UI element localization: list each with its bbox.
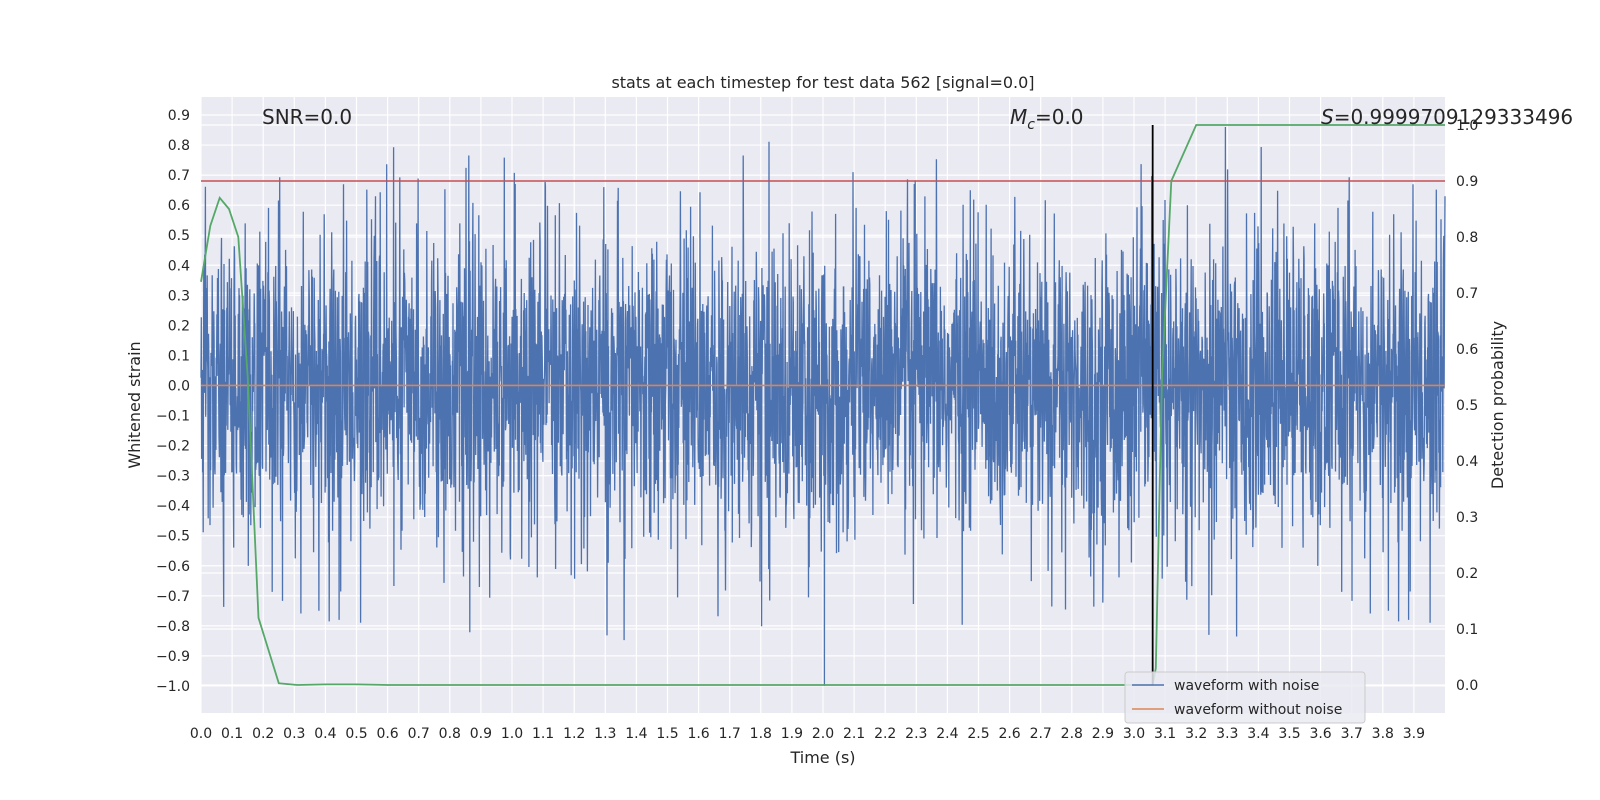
- x-tick-label: 1.7: [719, 726, 741, 742]
- detection-probability-line: [200, 124, 1445, 686]
- x-axis-ticks: 0.0 0.1 0.2 0.3 0.4 0.5 0.6 0.7 0.8 0.9 1.0 1.1 1.2 1…: [190, 726, 1425, 742]
- x-tick-label: 1.3: [594, 726, 616, 742]
- legend-label-waveform-with-noise: waveform with noise: [1174, 678, 1319, 694]
- x-tick-label: 0.8: [439, 726, 461, 742]
- x-tick-label: 2.4: [936, 726, 958, 742]
- x-tick-label: 2.8: [1061, 726, 1083, 742]
- mc-subscript: c: [1027, 117, 1035, 133]
- s-symbol: S: [1321, 105, 1334, 129]
- x-tick-label: 0.4: [314, 726, 336, 742]
- y-right-tick-label: 0.3: [1456, 510, 1478, 526]
- y-right-tick-label: 0.9: [1456, 174, 1478, 190]
- series-lines: [200, 124, 1445, 686]
- x-tick-label: 3.8: [1372, 726, 1394, 742]
- x-tick-label: 3.5: [1278, 726, 1300, 742]
- x-tick-label: 0.0: [190, 726, 212, 742]
- x-axis-label: Time (s): [789, 748, 855, 767]
- x-tick-label: 2.6: [998, 726, 1020, 742]
- y-left-tick-label: 0.6: [168, 198, 190, 214]
- x-tick-label: 1.6: [687, 726, 709, 742]
- x-tick-label: 1.9: [781, 726, 803, 742]
- x-tick-label: 1.4: [625, 726, 647, 742]
- s-annotation: S=0.9999709129333496: [1321, 105, 1573, 129]
- x-tick-label: 0.6: [376, 726, 398, 742]
- y-left-tick-label: 0.9: [168, 108, 190, 124]
- y-right-tick-label: 0.7: [1456, 286, 1478, 302]
- legend-label-waveform-without-noise: waveform without noise: [1174, 702, 1342, 718]
- y-right-tick-label: 0.2: [1456, 566, 1478, 582]
- x-tick-label: 3.2: [1185, 726, 1207, 742]
- y-axis-left-ticks: 0.9 0.8 0.7 0.6 0.5 0.4 0.3 0.2 0.1 0.0 −0.1 −0.2 −0…: [156, 108, 190, 695]
- y-left-tick-label: −0.2: [156, 439, 190, 455]
- x-tick-label: 1.0: [501, 726, 523, 742]
- mc-annotation: Mc=0.0: [1010, 105, 1084, 133]
- x-tick-label: 1.5: [656, 726, 678, 742]
- y-right-tick-label: 0.8: [1456, 230, 1478, 246]
- y-right-tick-label: 1.0: [1456, 118, 1478, 134]
- y-left-tick-label: −0.8: [156, 619, 190, 635]
- y-left-tick-label: 0.2: [168, 318, 190, 334]
- y-left-tick-label: −0.7: [156, 589, 190, 605]
- chart-title: stats at each timestep for test data 562…: [611, 73, 1034, 92]
- y-right-tick-label: 0.6: [1456, 342, 1478, 358]
- x-tick-label: 3.1: [1154, 726, 1176, 742]
- waveform-with-noise-line: [200, 126, 1446, 687]
- series-waveform-with-noise: [200, 126, 1446, 687]
- y-right-tick-label: 0.4: [1456, 454, 1478, 470]
- y-axis-left-label: Whitened strain: [125, 341, 144, 468]
- x-tick-label: 3.0: [1123, 726, 1145, 742]
- x-tick-label: 2.3: [905, 726, 927, 742]
- mc-symbol: M: [1010, 105, 1027, 129]
- y-left-tick-label: 0.0: [168, 378, 190, 394]
- y-axis-right-label: Detection probability: [1488, 321, 1507, 489]
- y-left-tick-label: −0.6: [156, 559, 190, 575]
- s-value: =0.9999709129333496: [1334, 105, 1573, 129]
- y-left-tick-label: 0.5: [168, 228, 190, 244]
- legend: waveform with noise waveform without noi…: [1124, 671, 1366, 724]
- x-tick-label: 0.3: [283, 726, 305, 742]
- y-axis-right-ticks: 1.0 0.9 0.8 0.7 0.6 0.5 0.4 0.3 0.2 0.1 0.0: [1456, 118, 1478, 694]
- x-tick-label: 0.9: [470, 726, 492, 742]
- x-tick-label: 3.6: [1309, 726, 1331, 742]
- snr-annotation: SNR=0.0: [262, 105, 352, 129]
- y-right-tick-label: 0.1: [1456, 622, 1478, 638]
- x-tick-label: 2.5: [967, 726, 989, 742]
- x-tick-label: 2.0: [812, 726, 834, 742]
- y-left-tick-label: 0.7: [168, 168, 190, 184]
- x-tick-label: 3.3: [1216, 726, 1238, 742]
- y-left-tick-label: −0.3: [156, 469, 190, 485]
- y-left-tick-label: −0.4: [156, 499, 190, 515]
- y-left-tick-label: −0.1: [156, 409, 190, 425]
- x-tick-label: 0.7: [408, 726, 430, 742]
- x-tick-label: 0.1: [221, 726, 243, 742]
- x-tick-label: 0.5: [345, 726, 367, 742]
- x-tick-label: 2.9: [1092, 726, 1114, 742]
- x-tick-label: 3.7: [1341, 726, 1363, 742]
- x-tick-label: 0.2: [252, 726, 274, 742]
- y-left-tick-label: 0.4: [168, 258, 190, 274]
- y-left-tick-label: −1.0: [156, 679, 190, 695]
- y-left-tick-label: −0.9: [156, 649, 190, 665]
- x-tick-label: 2.1: [843, 726, 865, 742]
- x-tick-label: 3.9: [1403, 726, 1425, 742]
- y-left-tick-label: 0.1: [168, 348, 190, 364]
- y-left-tick-label: 0.8: [168, 138, 190, 154]
- y-left-tick-label: −0.5: [156, 529, 190, 545]
- x-tick-label: 1.2: [563, 726, 585, 742]
- x-tick-label: 3.4: [1247, 726, 1269, 742]
- y-right-tick-label: 0.5: [1456, 398, 1478, 414]
- y-right-tick-label: 0.0: [1456, 678, 1478, 694]
- mc-value: =0.0: [1035, 105, 1084, 129]
- x-tick-label: 2.2: [874, 726, 896, 742]
- y-left-tick-label: 0.3: [168, 288, 190, 304]
- x-tick-label: 1.1: [532, 726, 554, 742]
- x-tick-label: 2.7: [1030, 726, 1052, 742]
- x-tick-label: 1.8: [750, 726, 772, 742]
- legend-box: [1124, 671, 1366, 724]
